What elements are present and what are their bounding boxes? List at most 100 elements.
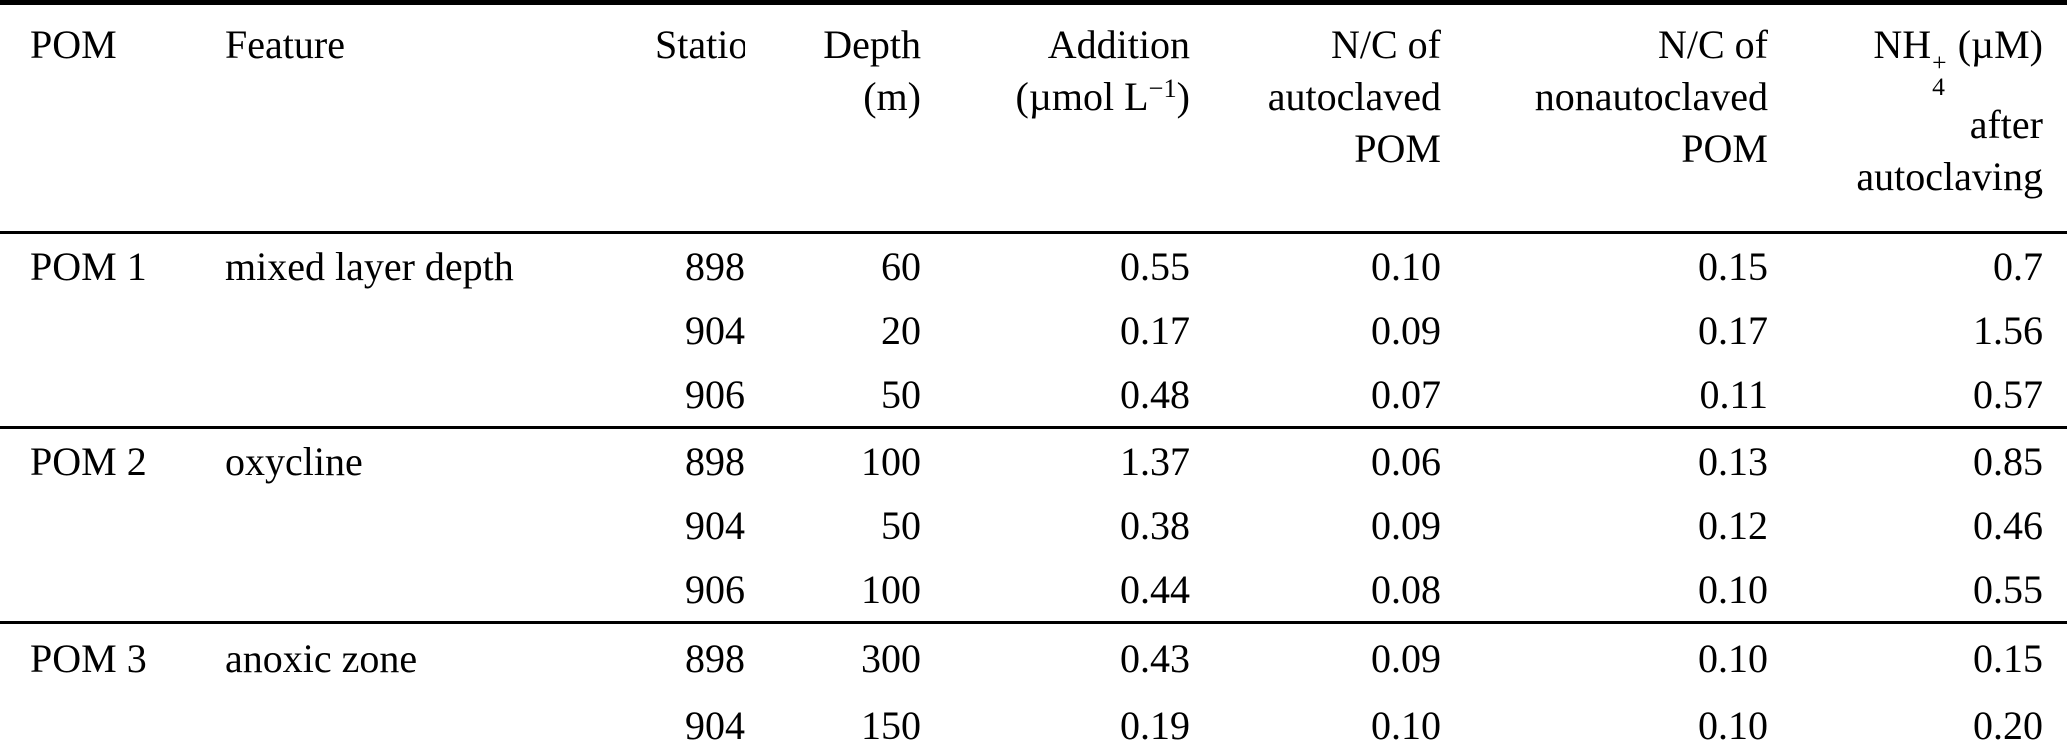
cell-nc-autoclaved: 0.10 — [1371, 702, 1441, 746]
cell-empty — [0, 298, 225, 363]
header-label: Addition — [1047, 22, 1190, 67]
cell-empty — [225, 692, 655, 746]
cell-depth: 150 — [861, 702, 921, 746]
cell-nc-autoclaved: 0.09 — [1371, 307, 1441, 353]
table-row: 906 100 0.44 0.08 0.10 0.55 — [0, 558, 2067, 623]
cell-empty — [0, 363, 225, 428]
header-label: POM — [1354, 126, 1441, 171]
table-group-pom1: POM 1 mixed layer depth 898 60 0.55 0.10… — [0, 232, 2067, 428]
cell-depth: 60 — [881, 243, 921, 289]
cell-feature: mixed layer depth — [225, 243, 514, 289]
cell-pom: POM 1 — [30, 243, 147, 289]
col-header-nc-autoclaved: N/C of autoclaved POM — [1190, 3, 1441, 233]
cell-addition: 1.37 — [1120, 438, 1190, 484]
header-label: POM — [1681, 126, 1768, 171]
cell-depth: 20 — [881, 307, 921, 353]
table-row: 904 50 0.38 0.09 0.12 0.46 — [0, 493, 2067, 558]
col-header-station: Station — [655, 3, 745, 233]
cell-nc-autoclaved: 0.08 — [1371, 567, 1441, 613]
cell-station: 904 — [685, 307, 745, 353]
cell-depth: 100 — [861, 438, 921, 484]
nh4-unit: (µM) — [1957, 22, 2043, 67]
cell-empty — [0, 493, 225, 558]
cell-nc-nonautoclaved: 0.10 — [1698, 702, 1768, 746]
nh4-superscript: + — [1932, 47, 1947, 77]
cell-nc-nonautoclaved: 0.17 — [1698, 307, 1768, 353]
cell-nh4: 0.20 — [1973, 702, 2043, 746]
col-header-addition: Addition (µmol L−1) — [921, 3, 1190, 233]
header-label: after — [1969, 102, 2043, 148]
cell-station: 906 — [685, 567, 745, 613]
cell-empty — [225, 363, 655, 428]
cell-nc-nonautoclaved: 0.15 — [1698, 243, 1768, 289]
cell-nh4: 0.57 — [1973, 372, 2043, 418]
cell-nc-autoclaved: 0.06 — [1371, 438, 1441, 484]
cell-depth: 300 — [861, 635, 921, 681]
cell-nc-nonautoclaved: 0.11 — [1699, 372, 1768, 418]
table-row: POM 1 mixed layer depth 898 60 0.55 0.10… — [0, 233, 2067, 298]
cell-station: 904 — [685, 702, 745, 746]
header-unit: (m) — [863, 74, 921, 119]
cell-feature: anoxic zone — [225, 635, 418, 681]
header-label: Station — [655, 22, 745, 67]
cell-empty — [225, 493, 655, 558]
cell-nc-autoclaved: 0.07 — [1371, 372, 1441, 418]
header-label: N/C of — [1331, 22, 1441, 67]
table-row: 904 150 0.19 0.10 0.10 0.20 — [0, 692, 2067, 746]
cell-nh4: 0.55 — [1973, 567, 2043, 613]
cell-nc-autoclaved: 0.09 — [1371, 502, 1441, 548]
table-group-pom3: POM 3 anoxic zone 898 300 0.43 0.09 0.10… — [0, 622, 2067, 746]
addition-unit-close: ) — [1176, 74, 1190, 119]
table-row: POM 2 oxycline 898 100 1.37 0.06 0.13 0.… — [0, 428, 2067, 493]
col-header-pom: POM — [0, 3, 225, 233]
cell-addition: 0.43 — [1120, 635, 1190, 681]
cell-depth: 50 — [881, 502, 921, 548]
cell-depth: 50 — [881, 372, 921, 418]
cell-addition: 0.17 — [1120, 307, 1190, 353]
cell-station: 906 — [685, 372, 745, 418]
cell-addition: 0.55 — [1120, 243, 1190, 289]
header-label: nonautoclaved — [1534, 74, 1768, 119]
cell-station: 904 — [685, 502, 745, 548]
cell-addition: 0.44 — [1120, 567, 1190, 613]
cell-addition: 0.48 — [1120, 372, 1190, 418]
col-header-feature: Feature — [225, 3, 655, 233]
cell-pom: POM 2 — [30, 438, 147, 484]
nh4-subscript: 4 — [1932, 72, 1945, 102]
cell-addition: 0.38 — [1120, 502, 1190, 548]
cell-nc-autoclaved: 0.10 — [1371, 243, 1441, 289]
addition-unit-exponent: −1 — [1148, 72, 1177, 103]
header-label: POM — [30, 22, 117, 67]
col-header-nh4: NH +4 (µM) after autoclaving — [1768, 3, 2067, 233]
header-label: Feature — [225, 22, 345, 67]
header-label: N/C of — [1658, 22, 1768, 67]
cell-empty — [225, 558, 655, 623]
cell-addition: 0.19 — [1120, 702, 1190, 746]
cell-nh4: 1.56 — [1973, 307, 2043, 353]
cell-nc-nonautoclaved: 0.12 — [1698, 502, 1768, 548]
cell-station: 898 — [685, 635, 745, 681]
cell-nc-nonautoclaved: 0.10 — [1698, 635, 1768, 681]
cell-nh4: 0.7 — [1993, 243, 2043, 289]
table-row: 906 50 0.48 0.07 0.11 0.57 — [0, 363, 2067, 428]
header-label: autoclaving — [1856, 154, 2043, 200]
cell-nh4: 0.46 — [1973, 502, 2043, 548]
col-header-nc-nonautoclaved: N/C of nonautoclaved POM — [1441, 3, 1768, 233]
table-row: 904 20 0.17 0.09 0.17 1.56 — [0, 298, 2067, 363]
cell-empty — [225, 298, 655, 363]
table-row: POM 3 anoxic zone 898 300 0.43 0.09 0.10… — [0, 623, 2067, 692]
header-label: Depth — [823, 22, 921, 67]
nh4-base: NH — [1873, 22, 1932, 67]
cell-depth: 100 — [861, 567, 921, 613]
cell-station: 898 — [685, 243, 745, 289]
cell-empty — [0, 558, 225, 623]
nh4-scripts: +4 — [1932, 47, 1947, 102]
header-row: POM Feature Station Depth (m) Addition (… — [0, 3, 2067, 233]
col-header-depth: Depth (m) — [745, 3, 921, 233]
header-label: autoclaved — [1267, 74, 1441, 119]
header-label: NH +4 (µM) — [1768, 19, 2043, 102]
cell-pom: POM 3 — [30, 635, 147, 681]
table-group-pom2: POM 2 oxycline 898 100 1.37 0.06 0.13 0.… — [0, 427, 2067, 623]
